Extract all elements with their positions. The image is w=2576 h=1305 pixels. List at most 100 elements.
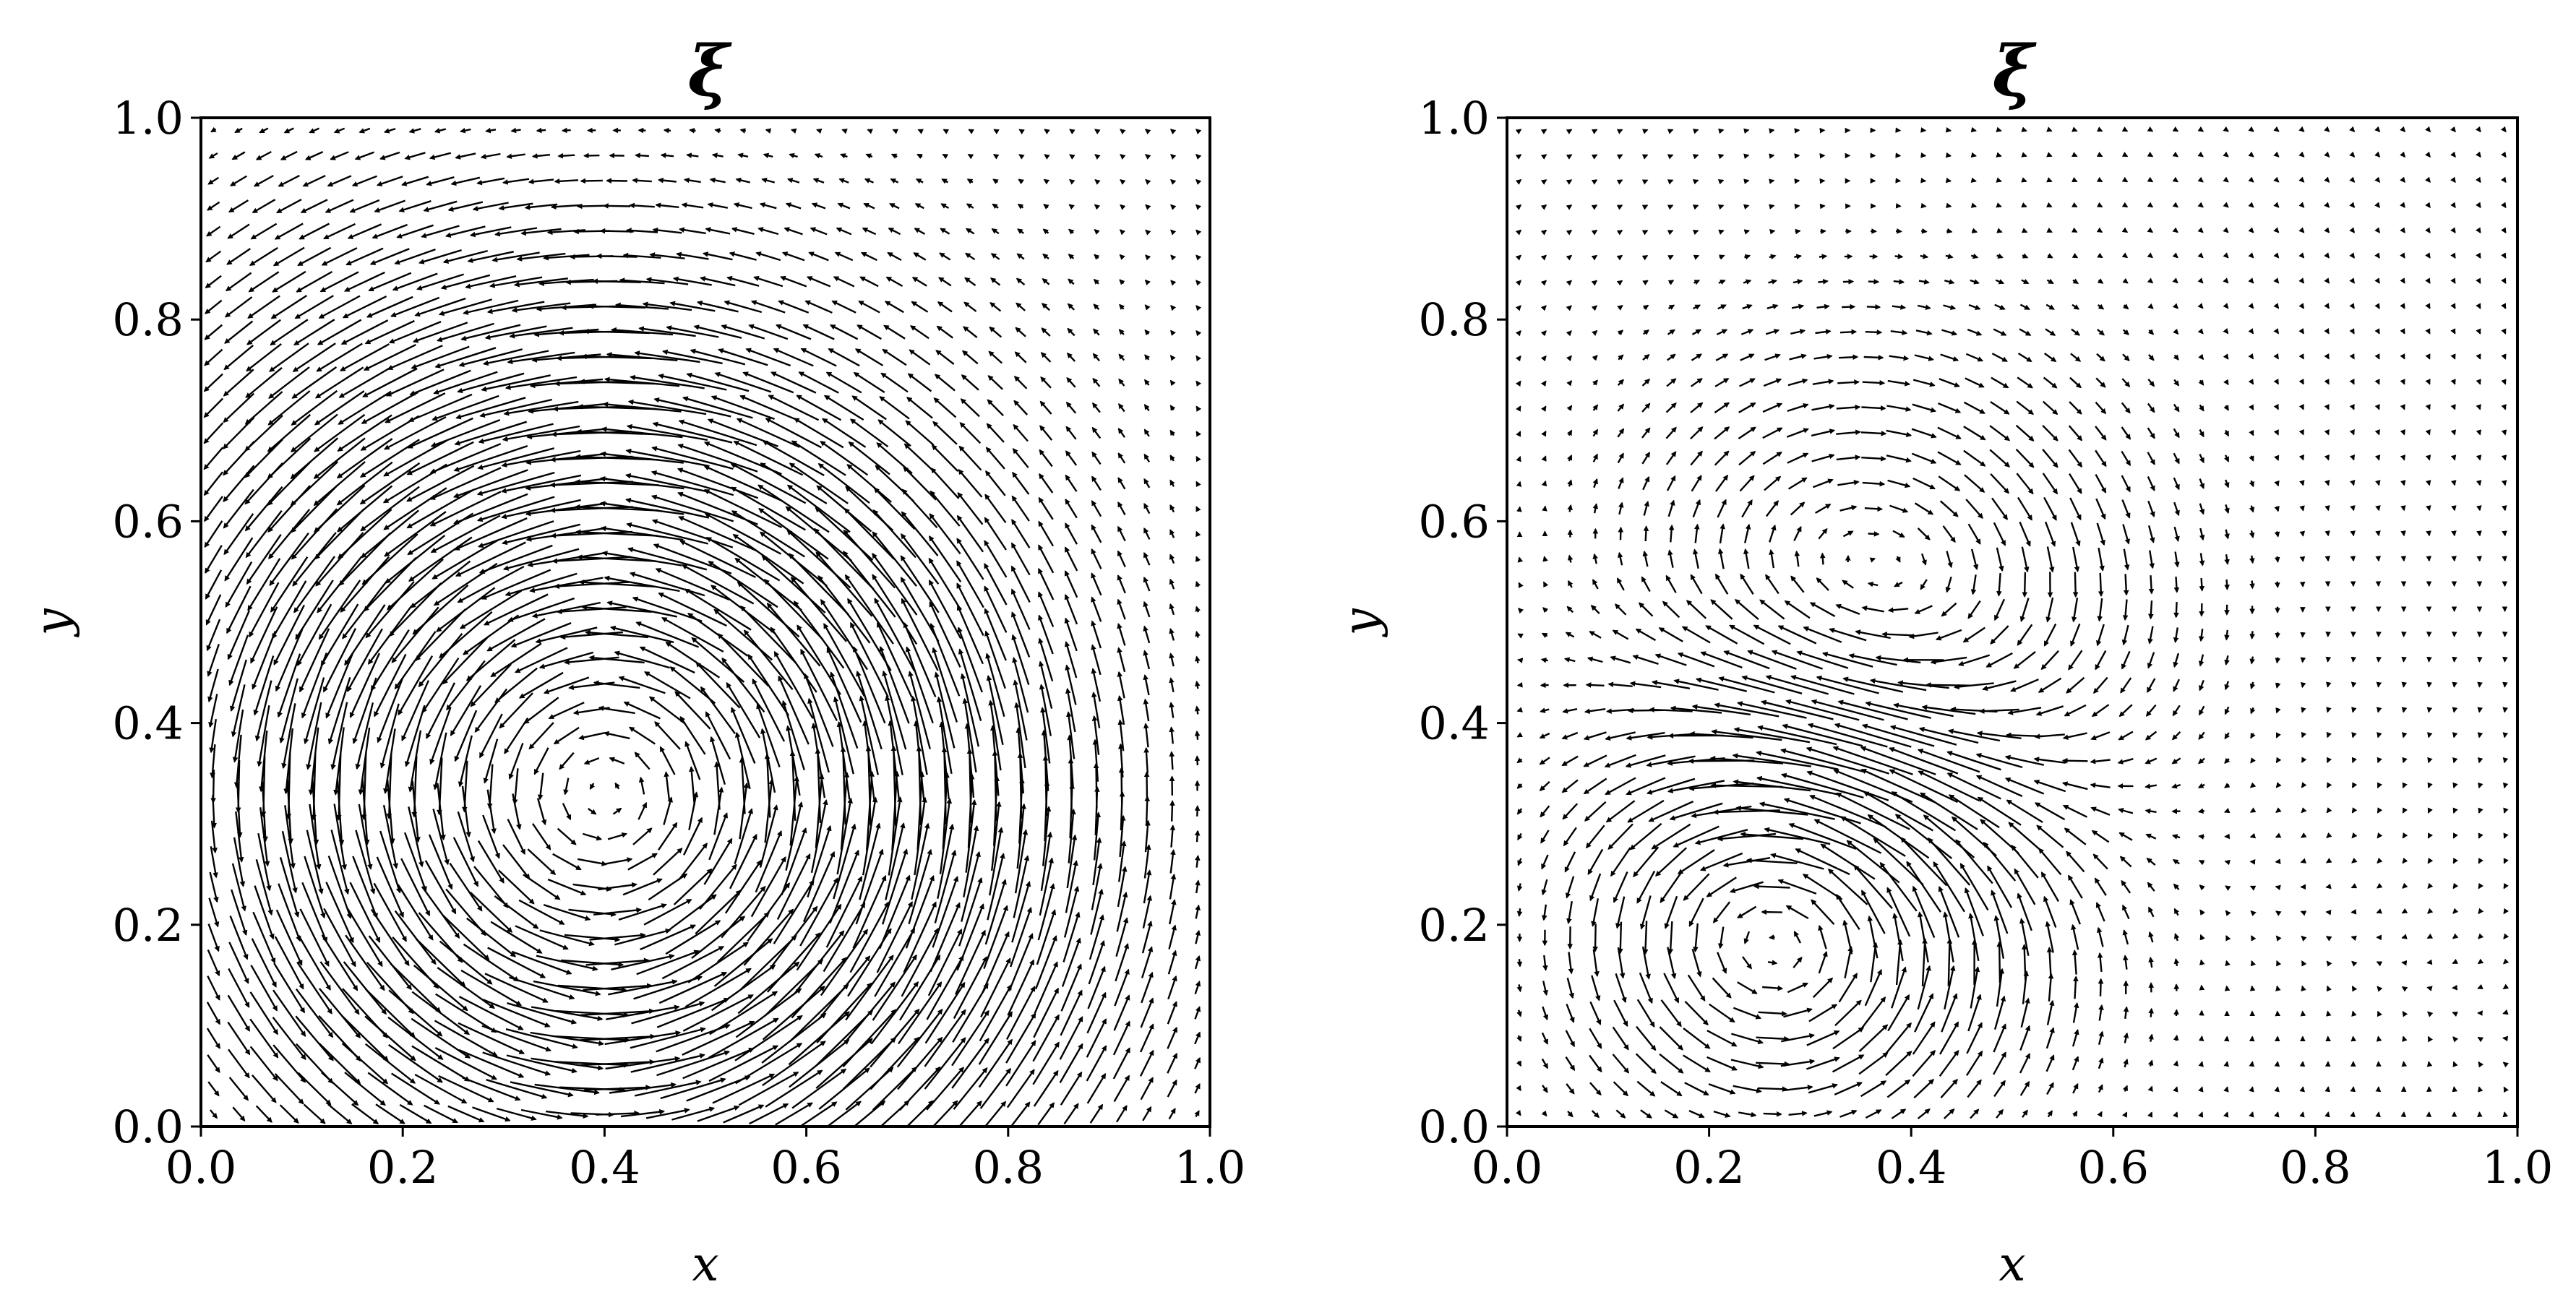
quiver-arrow [791,1068,847,1109]
quiver-arrow [992,203,999,210]
quiver-arrow [1886,405,1912,412]
quiver-arrow [2173,1034,2179,1041]
quiver-arrow [892,129,899,134]
quiver-arrow [627,853,658,871]
quiver-arrow [1142,1106,1152,1121]
quiver-arrow [1567,455,1573,462]
quiver-arrow [583,757,600,765]
quiver-arrow [965,228,975,235]
quiver-arrow [434,347,497,369]
quiver-arrow [1643,500,1649,516]
quiver-arrow [689,766,695,806]
quiver-arrow [2249,429,2254,436]
quiver-arrow [734,1015,803,1061]
quiver-arrow [2090,806,2111,816]
quiver-arrow [2324,454,2330,461]
quiver-arrow [1915,330,1933,336]
quiver-arrow [2019,1025,2031,1051]
quiver-arrow [365,989,416,1038]
quiver-arrow [1635,1053,1657,1074]
quiver-arrow [1970,202,1978,208]
quiver-arrow [2223,1111,2229,1118]
quiver-arrow [1995,279,2005,285]
quiver-arrow [2351,832,2358,839]
quiver-arrow [543,676,590,694]
quiver-arrow [883,324,906,340]
quiver-arrow [505,1028,578,1049]
quiver-arrow [452,469,528,499]
quiver-arrow [1145,154,1151,160]
quiver-arrow [1195,229,1202,236]
quiver-arrow [1642,475,1650,491]
quiver-arrow [1094,179,1101,185]
quiver-arrow [510,127,521,134]
quiver-arrow [1812,977,1834,999]
quiver-arrow [1993,1080,2006,1098]
y-tick-label: 0.2 [112,899,184,952]
quiver-arrow [1567,504,1573,512]
quiver-arrow [204,324,223,340]
quiver-arrow [743,908,794,966]
quiver-arrow [398,655,434,716]
quiver-arrow [486,1079,548,1100]
quiver-arrow [1194,1082,1201,1094]
quiver-arrow [1834,1082,1863,1095]
quiver-arrow [1566,204,1573,210]
quiver-arrow [789,462,849,504]
quiver-arrow [808,251,829,262]
quiver-arrow [2401,681,2408,688]
quiver-arrow [1990,473,2010,494]
quiver-arrow [2090,758,2111,765]
quiver-arrow [2477,1036,2484,1043]
quiver-arrow [614,782,620,790]
quiver-arrow [359,462,421,505]
quiver-arrow [1195,153,1202,160]
quiver-arrow [1612,1026,1629,1051]
quiver-arrow [2301,707,2306,713]
quiver-arrow [447,201,484,212]
quiver-arrow [991,228,1000,235]
quiver-arrow [457,565,525,603]
quiver-arrow [2500,202,2507,209]
quiver-arrow [1566,229,1573,236]
quiver-arrow [2071,949,2078,975]
quiver-arrow [2401,934,2408,939]
quiver-arrow [491,251,540,263]
quiver-arrow [2094,877,2107,896]
quiver-arrow [1914,605,1933,614]
quiver-arrow [531,153,551,159]
quiver-arrow [1967,328,1983,336]
quiver-arrow [1638,602,1654,617]
quiver-arrow [1769,204,1775,210]
quiver-arrow [2173,627,2179,644]
quiver-arrow [628,726,656,745]
quiver-arrow [1086,1072,1107,1104]
quiver-arrow [1516,732,1523,738]
quiver-arrow [2068,425,2083,442]
quiver-arrow [2300,910,2307,916]
quiver-arrow [2045,1027,2055,1049]
quiver-arrow [2324,176,2330,183]
quiver-arrow [1169,628,1175,641]
quiver-arrow [2224,655,2230,666]
quiver-arrow [1975,752,2023,769]
quiver-arrow [2275,935,2282,942]
quiver-arrow [1515,330,1521,337]
quiver-arrow [2377,807,2383,814]
quiver-arrow [1785,905,1809,920]
quiver-arrow [2173,452,2180,465]
quiver-arrow [224,296,253,318]
quiver-arrow [366,296,413,318]
quiver-arrow [930,468,960,499]
quiver-arrow [267,461,312,506]
quiver-arrow [810,227,828,236]
quiver-arrow [870,1008,920,1068]
quiver-arrow [986,423,1005,443]
quiver-arrow [370,629,410,692]
quiver-arrow [2123,1059,2129,1068]
quiver-arrow [806,276,831,288]
quiver-arrow [228,942,249,984]
quiver-arrow [507,351,575,365]
quiver-arrow [333,727,345,796]
quiver-arrow [1515,280,1521,286]
